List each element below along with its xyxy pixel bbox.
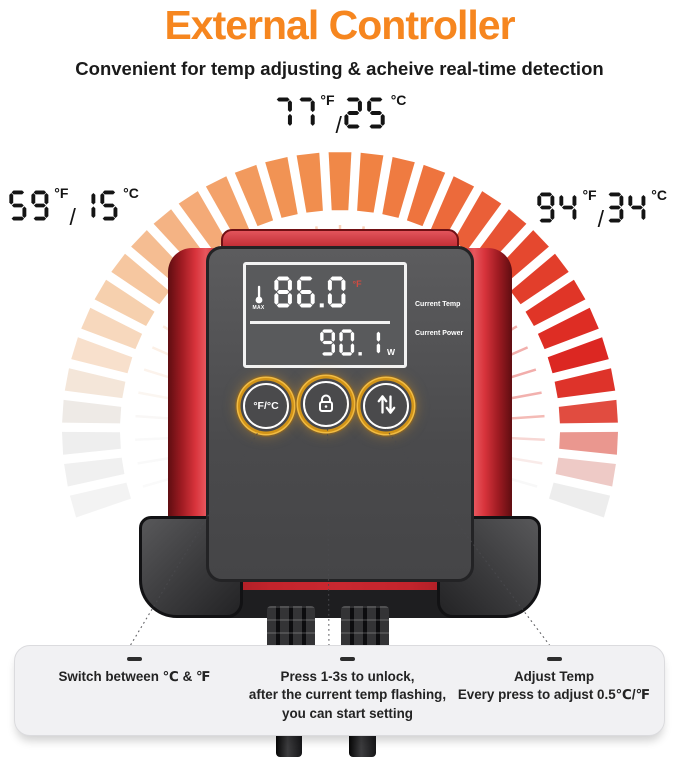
- lcd-display: MAX °F W: [243, 262, 407, 368]
- gauge-label-high: °F / °C: [536, 187, 667, 232]
- note-unit-switch: Switch between ℃ & ℉: [37, 655, 232, 686]
- page-title: External Controller: [164, 2, 515, 48]
- current-temp-value: [273, 275, 351, 313]
- low-celsius-value: [77, 190, 122, 226]
- lcd-divider: [250, 321, 390, 324]
- thermometer-max-icon: MAX: [251, 285, 266, 311]
- lock-button[interactable]: [303, 381, 349, 427]
- current-temp-caption: Current Temp: [415, 301, 461, 308]
- note-marker: [340, 657, 355, 661]
- mid-fahrenheit-unit: °F: [320, 92, 335, 108]
- current-temp-unit: °F: [352, 279, 362, 289]
- mid-celsius-unit: °C: [390, 92, 407, 108]
- instructions-panel: Switch between ℃ & ℉ Press 1-3s to unloc…: [14, 645, 665, 736]
- note-marker: [127, 657, 142, 661]
- page-subtitle: Convenient for temp adjusting & acheive …: [75, 58, 604, 79]
- lock-icon: [317, 393, 335, 416]
- high-separator: /: [597, 206, 604, 232]
- note-marker: [546, 657, 562, 661]
- note-unlock-text: Press 1-3s to unlock, after the current t…: [248, 668, 447, 721]
- mid-fahrenheit-value: [273, 97, 320, 134]
- high-fahrenheit-value: [536, 192, 581, 228]
- up-down-arrows-icon: [375, 392, 398, 420]
- low-celsius-unit: °C: [123, 185, 139, 201]
- mid-separator: /: [335, 112, 342, 138]
- set-updown-button[interactable]: [363, 383, 409, 429]
- low-fahrenheit-unit: °F: [54, 185, 69, 201]
- device-front-panel: MAX °F W Current Temp Current Power °F/°…: [206, 246, 474, 582]
- gauge-label-low: °F / °C: [8, 185, 139, 230]
- note-adjust-temp: Adjust Temp Every press to adjust 0.5℃/℉: [453, 655, 655, 705]
- lcd-temp-row: MAX °F: [251, 273, 400, 315]
- gauge-label-mid: °F / °C: [0, 92, 679, 138]
- low-separator: /: [69, 204, 76, 230]
- cable-strain-relief-left: [267, 606, 315, 650]
- note-unit-switch-text: Switch between ℃ & ℉: [58, 668, 211, 684]
- high-celsius-value: [605, 192, 650, 228]
- current-power-unit: W: [386, 347, 395, 357]
- current-power-caption: Current Power: [415, 330, 464, 338]
- max-label: MAX: [252, 305, 265, 311]
- lcd-captions: Current Temp Current Power: [415, 301, 465, 360]
- note-adjust-temp-text: Adjust Temp Every press to adjust 0.5℃/℉: [457, 668, 651, 703]
- high-fahrenheit-unit: °F: [582, 187, 597, 203]
- low-fahrenheit-value: [8, 190, 53, 226]
- cable-strain-relief-right: [341, 606, 389, 650]
- mid-celsius-value: [343, 97, 390, 134]
- lcd-power-row: W: [246, 327, 395, 363]
- current-power-value: [319, 329, 384, 361]
- unit-toggle-label: °F/°C: [253, 400, 279, 412]
- note-unlock: Press 1-3s to unlock, after the current t…: [240, 655, 455, 723]
- high-celsius-unit: °C: [651, 187, 667, 203]
- unit-toggle-button[interactable]: °F/°C: [243, 383, 289, 429]
